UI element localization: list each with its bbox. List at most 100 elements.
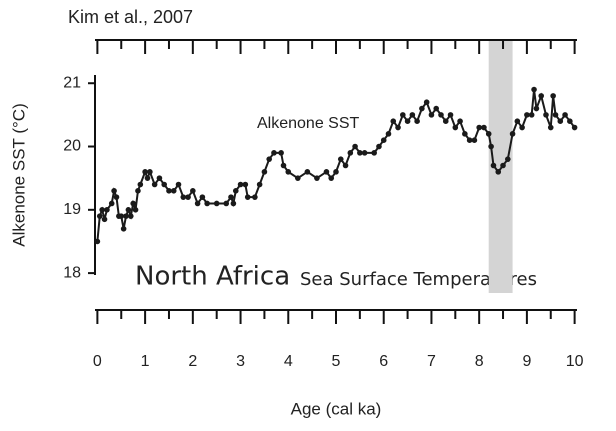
data-point bbox=[376, 143, 382, 150]
data-point bbox=[266, 156, 272, 162]
data-point bbox=[428, 112, 435, 118]
data-point bbox=[101, 216, 108, 223]
data-point bbox=[278, 150, 284, 156]
x-tick-label: 0 bbox=[93, 353, 102, 370]
data-point bbox=[543, 112, 549, 118]
data-point bbox=[104, 207, 110, 213]
data-point bbox=[490, 162, 497, 169]
data-point bbox=[96, 213, 103, 219]
data-point bbox=[476, 124, 482, 131]
data-point bbox=[261, 169, 268, 175]
data-point bbox=[462, 131, 468, 137]
data-point bbox=[228, 194, 234, 200]
data-point bbox=[414, 118, 420, 125]
data-point bbox=[481, 124, 487, 131]
data-point bbox=[199, 194, 206, 200]
data-point bbox=[419, 105, 425, 112]
x-tick-label: 1 bbox=[141, 353, 150, 370]
data-point bbox=[204, 200, 210, 207]
data-point bbox=[557, 118, 564, 125]
data-point bbox=[404, 118, 411, 125]
data-point bbox=[505, 156, 511, 162]
data-point bbox=[244, 194, 251, 200]
data-point bbox=[371, 150, 377, 156]
data-point bbox=[433, 105, 440, 112]
data-point bbox=[137, 181, 144, 188]
data-point bbox=[552, 112, 559, 118]
data-point bbox=[166, 188, 172, 194]
data-point bbox=[170, 188, 177, 194]
data-point bbox=[333, 169, 339, 175]
data-point bbox=[519, 124, 525, 131]
data-point bbox=[328, 175, 335, 181]
data-point bbox=[304, 169, 311, 175]
data-point bbox=[135, 188, 141, 194]
data-point bbox=[132, 207, 139, 213]
y-tick-label: 21 bbox=[63, 74, 81, 91]
data-point bbox=[127, 213, 134, 219]
data-point bbox=[385, 131, 392, 137]
data-point bbox=[232, 188, 239, 194]
data-point bbox=[252, 194, 258, 200]
data-point bbox=[550, 93, 556, 99]
data-point bbox=[447, 112, 454, 118]
data-point bbox=[485, 131, 492, 137]
x-tick-label: 4 bbox=[284, 353, 293, 370]
data-point bbox=[213, 200, 220, 207]
data-point bbox=[400, 112, 406, 118]
data-point bbox=[185, 194, 191, 200]
data-point bbox=[190, 188, 196, 194]
data-point bbox=[538, 93, 545, 99]
x-axis-label: Age (cal ka) bbox=[291, 399, 382, 418]
data-point bbox=[271, 150, 277, 156]
data-point bbox=[438, 112, 444, 118]
data-point bbox=[230, 200, 237, 207]
data-point bbox=[390, 118, 397, 125]
data-point bbox=[524, 112, 530, 118]
data-point bbox=[409, 112, 416, 118]
data-point bbox=[533, 105, 540, 112]
data-point bbox=[113, 194, 120, 200]
x-tick-label: 10 bbox=[566, 353, 584, 370]
data-point bbox=[161, 181, 167, 188]
data-point bbox=[361, 150, 368, 156]
data-point bbox=[280, 162, 287, 169]
series-label: Alkenone SST bbox=[257, 115, 360, 132]
data-point bbox=[123, 213, 129, 219]
x-tick-label: 3 bbox=[236, 353, 245, 370]
data-point bbox=[323, 169, 330, 175]
data-point bbox=[457, 118, 463, 125]
data-point bbox=[528, 112, 535, 118]
data-point bbox=[337, 156, 344, 162]
data-point bbox=[194, 200, 201, 207]
data-point bbox=[295, 175, 301, 181]
data-point bbox=[118, 213, 125, 219]
data-point bbox=[180, 194, 187, 200]
data-point bbox=[130, 200, 136, 207]
x-tick-label: 9 bbox=[522, 353, 531, 370]
data-point bbox=[347, 150, 354, 156]
data-point bbox=[120, 225, 127, 232]
data-point bbox=[500, 162, 506, 169]
x-tick-label: 2 bbox=[188, 353, 197, 370]
data-point bbox=[567, 118, 573, 125]
data-point bbox=[452, 124, 459, 131]
data-point bbox=[99, 207, 105, 213]
y-axis-label: Alkenone SST (°C) bbox=[9, 103, 28, 247]
data-point bbox=[223, 200, 230, 207]
data-point bbox=[442, 118, 449, 125]
data-point bbox=[571, 124, 578, 131]
data-point bbox=[531, 86, 537, 93]
data-point bbox=[147, 169, 153, 175]
data-point bbox=[466, 137, 473, 143]
data-point bbox=[314, 175, 320, 181]
x-tick-label: 7 bbox=[427, 353, 436, 370]
data-point bbox=[175, 181, 182, 188]
caption-subtitle: Sea Surface Temperatures bbox=[300, 269, 537, 290]
x-tick-label: 8 bbox=[475, 353, 484, 370]
data-point bbox=[423, 99, 430, 106]
data-point bbox=[471, 137, 478, 143]
x-tick-label: 5 bbox=[332, 353, 341, 370]
data-point bbox=[380, 137, 387, 143]
data-point bbox=[562, 112, 568, 118]
